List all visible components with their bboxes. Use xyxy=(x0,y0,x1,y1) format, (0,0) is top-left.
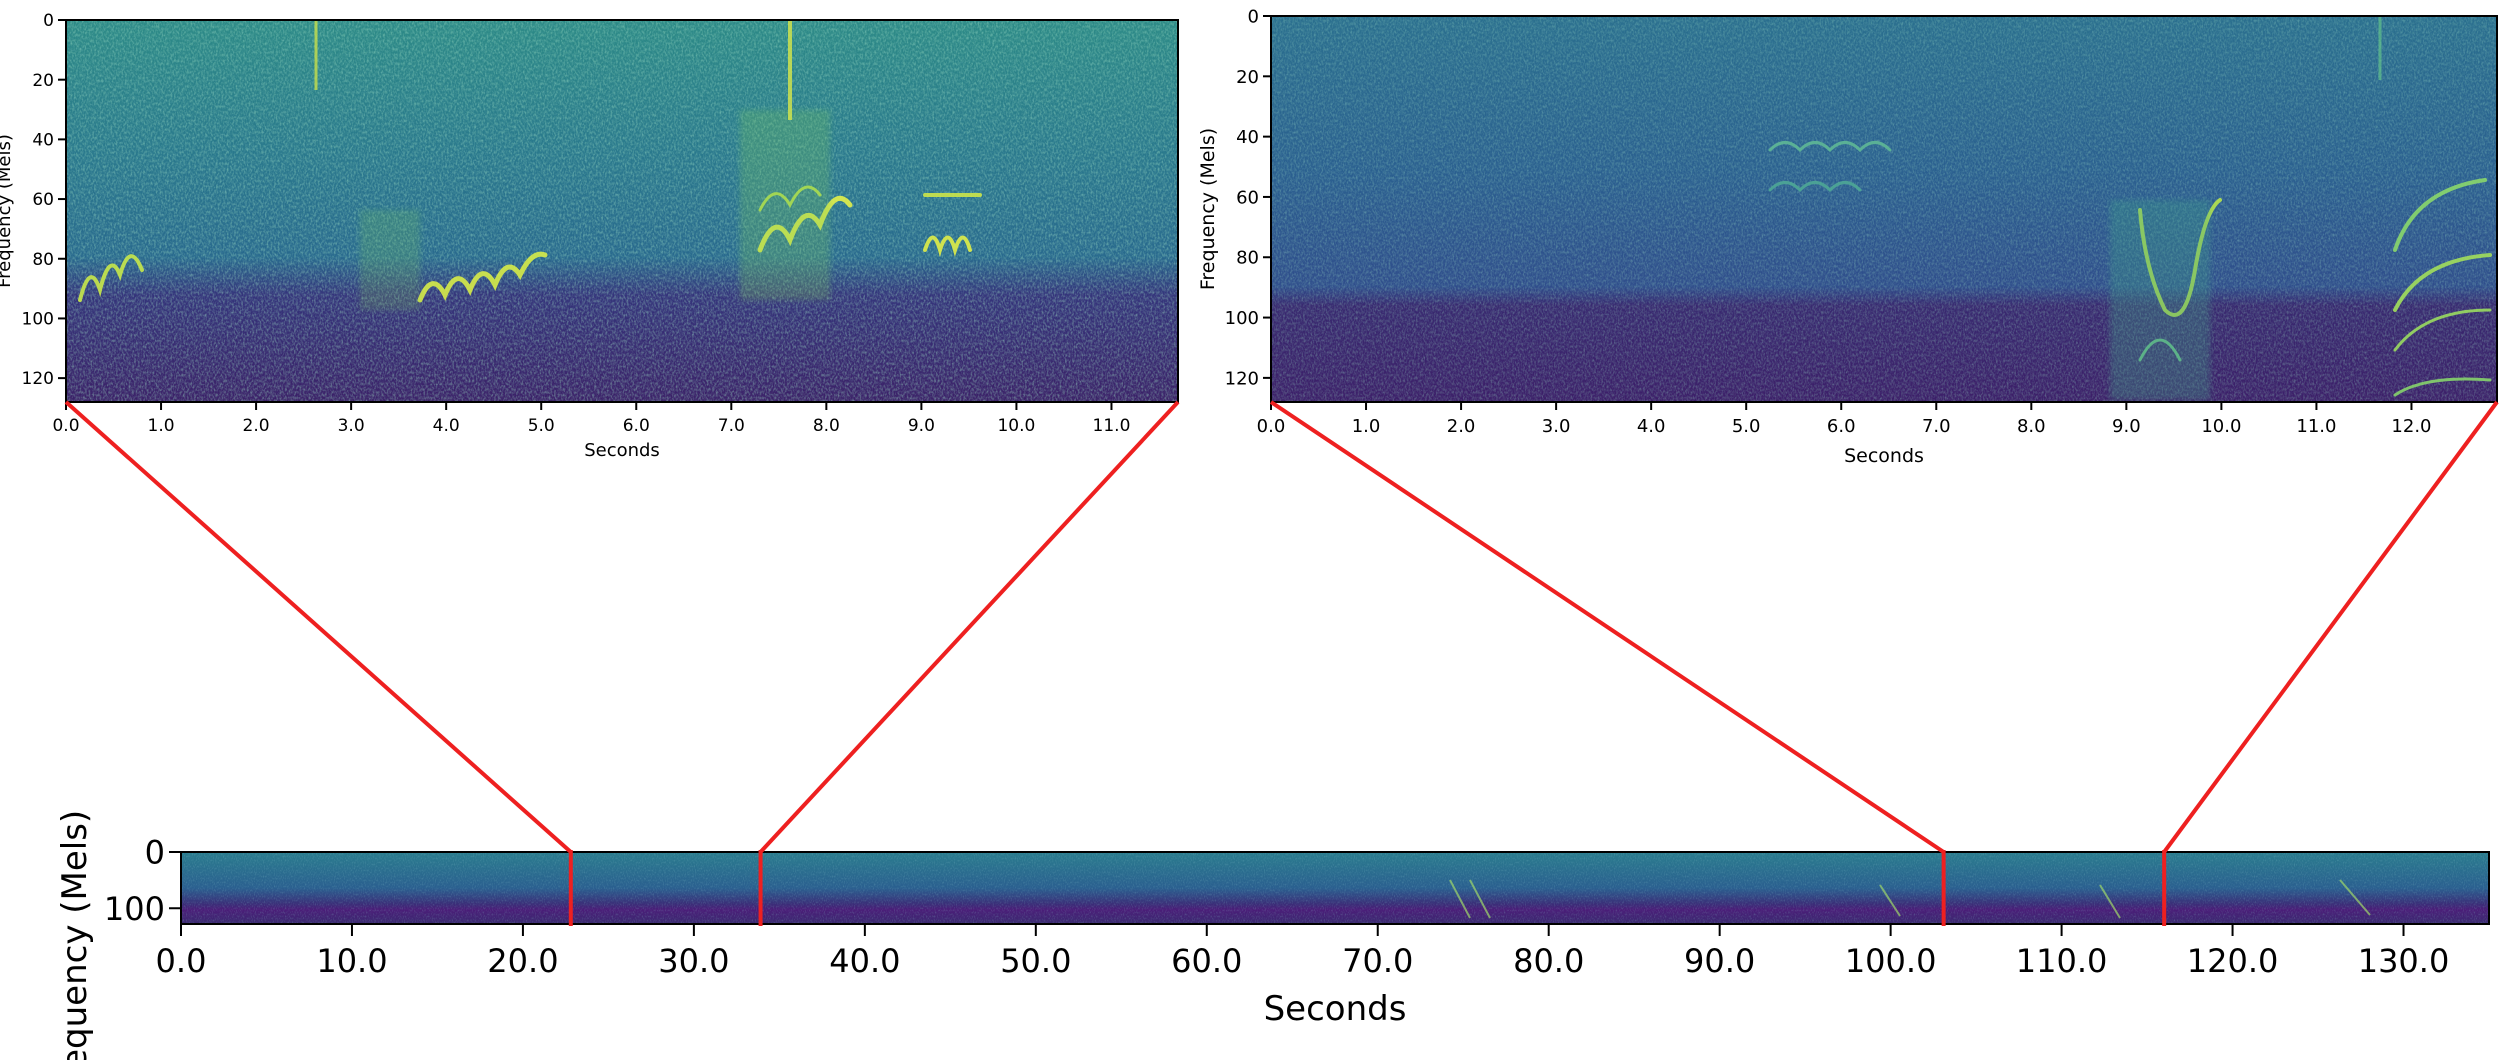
axes-overview: 0.0 10.0 20.0 30.0 40.0 50.0 60.0 70.0 80.0 90.0 1… xyxy=(55,810,2449,1060)
y-tick-label: 80 xyxy=(32,250,54,270)
y-tick-label: 120 xyxy=(1225,368,1259,389)
x-tick-label: 11.0 xyxy=(2296,416,2336,437)
y-tick-label: 0 xyxy=(145,834,165,872)
x-tick-label: 12.0 xyxy=(2391,416,2431,437)
y-tick-label: 60 xyxy=(1236,187,1259,208)
y-tick-label: 120 xyxy=(22,369,54,389)
x-axis-label: Seconds xyxy=(1844,445,1924,467)
y-tick-label: 60 xyxy=(32,190,54,210)
x-tick-label: 60.0 xyxy=(1171,942,1242,980)
y-tick-label: 100 xyxy=(104,890,165,928)
spectrogram-image-1 xyxy=(66,20,1178,402)
x-axis-label: Seconds xyxy=(584,440,660,461)
y-axis-label: Frequency (Mels) xyxy=(0,134,15,288)
zoom-connector-right xyxy=(2162,400,2499,854)
y-axis-label: Frequency (Mels) xyxy=(55,810,95,1060)
x-tick-label: 90.0 xyxy=(1684,942,1755,980)
x-tick-label: 0.0 xyxy=(1257,416,1286,437)
y-tick-label: 40 xyxy=(32,130,54,150)
x-tick-label: 3.0 xyxy=(338,416,365,436)
x-tick-label: 2.0 xyxy=(1447,416,1476,437)
x-tick-label: 0.0 xyxy=(156,942,207,980)
axes-frame-2 xyxy=(1270,15,2498,403)
zoom-connectors xyxy=(64,400,2499,854)
x-tick-label: 1.0 xyxy=(148,416,175,436)
x-tick-label: 7.0 xyxy=(718,416,745,436)
zoom-panel-1: 0.0 1.0 2.0 3.0 4.0 5.0 6.0 7.0 8.0 9.0 10.0 11.0 0 2… xyxy=(0,11,1179,461)
x-tick-label: 6.0 xyxy=(1827,416,1856,437)
x-tick-label: 80.0 xyxy=(1513,942,1584,980)
overview-panel: 0.0 10.0 20.0 30.0 40.0 50.0 60.0 70.0 80.0 90.0 1… xyxy=(55,810,2490,1060)
y-tick-label: 80 xyxy=(1236,248,1259,269)
x-tick-label: 7.0 xyxy=(1922,416,1951,437)
y-tick-label: 20 xyxy=(1236,67,1259,88)
axes-2: 0.0 1.0 2.0 3.0 4.0 5.0 6.0 7.0 8.0 9.0 10.0 11.0 12… xyxy=(1197,6,2432,467)
x-tick-label: 5.0 xyxy=(1732,416,1761,437)
y-tick-label: 0 xyxy=(43,11,54,31)
axes-1: 0.0 1.0 2.0 3.0 4.0 5.0 6.0 7.0 8.0 9.0 10.0 11.0 0 2… xyxy=(0,11,1130,461)
zoom-connector-right xyxy=(759,400,1180,854)
x-tick-label: 3.0 xyxy=(1542,416,1571,437)
y-tick-label: 100 xyxy=(22,310,54,330)
x-tick-label: 40.0 xyxy=(829,942,900,980)
spectrogram-image-2 xyxy=(1271,16,2497,402)
x-tick-label: 10.0 xyxy=(2201,416,2241,437)
zoom-connector-left xyxy=(1269,400,1945,854)
x-tick-label: 110.0 xyxy=(2016,942,2108,980)
x-tick-label: 4.0 xyxy=(1637,416,1666,437)
x-tick-label: 1.0 xyxy=(1352,416,1381,437)
x-tick-label: 11.0 xyxy=(1093,416,1131,436)
x-axis-label: Seconds xyxy=(1264,989,1407,1029)
y-axis-label: Frequency (Mels) xyxy=(1197,128,1219,290)
spectrogram-image-overview xyxy=(181,852,2489,924)
x-tick-label: 130.0 xyxy=(2358,942,2450,980)
x-tick-label: 120.0 xyxy=(2187,942,2279,980)
x-tick-label: 5.0 xyxy=(528,416,555,436)
x-tick-label: 6.0 xyxy=(623,416,650,436)
x-tick-label: 10.0 xyxy=(316,942,387,980)
axes-frame-overview xyxy=(180,851,2490,925)
x-tick-label: 50.0 xyxy=(1000,942,1071,980)
x-tick-label: 30.0 xyxy=(658,942,729,980)
y-tick-label: 20 xyxy=(32,71,54,91)
x-tick-label: 20.0 xyxy=(487,942,558,980)
x-tick-label: 10.0 xyxy=(997,416,1035,436)
y-tick-label: 0 xyxy=(1248,6,1259,27)
x-tick-label: 4.0 xyxy=(433,416,460,436)
zoom-panel-2: 0.0 1.0 2.0 3.0 4.0 5.0 6.0 7.0 8.0 9.0 10.0 11.0 12… xyxy=(1197,6,2498,467)
y-tick-label: 100 xyxy=(1225,308,1259,329)
x-tick-label: 2.0 xyxy=(243,416,270,436)
x-tick-label: 100.0 xyxy=(1845,942,1937,980)
x-tick-label: 8.0 xyxy=(813,416,840,436)
zoom-connector-left xyxy=(64,400,573,854)
axes-frame-1 xyxy=(65,19,1179,403)
x-tick-label: 0.0 xyxy=(52,416,79,436)
x-tick-label: 9.0 xyxy=(2112,416,2141,437)
x-tick-label: 8.0 xyxy=(2017,416,2046,437)
y-tick-label: 40 xyxy=(1236,127,1259,148)
x-tick-label: 70.0 xyxy=(1342,942,1413,980)
x-tick-label: 9.0 xyxy=(908,416,935,436)
